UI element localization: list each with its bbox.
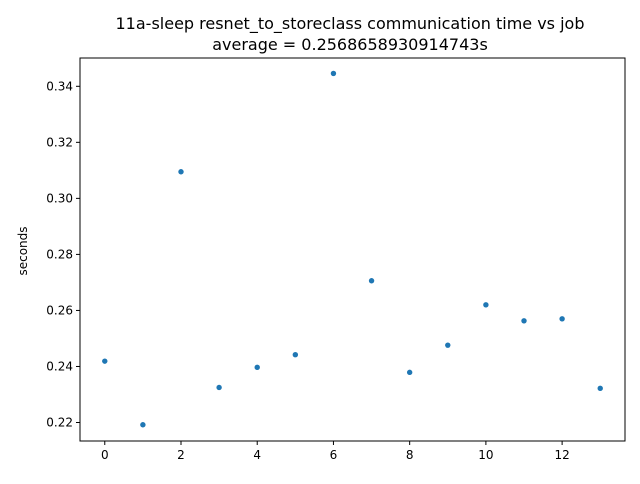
- y-tick-label: 0.34: [46, 79, 73, 93]
- x-tick-label: 10: [478, 448, 493, 462]
- x-tick-label: 4: [253, 448, 261, 462]
- data-point: [140, 422, 146, 428]
- y-tick-label: 0.22: [46, 416, 73, 430]
- x-tick-label: 8: [406, 448, 414, 462]
- data-point: [292, 352, 299, 358]
- plot-frame: [79, 57, 626, 442]
- chart-title-line1: 11a-sleep resnet_to_storeclass communica…: [116, 14, 585, 34]
- data-point: [597, 385, 603, 392]
- chart-title-line2: average = 0.2568658930914743s: [212, 35, 488, 54]
- y-tick-label: 0.28: [46, 247, 73, 261]
- data-point: [216, 384, 222, 391]
- data-point: [445, 342, 451, 348]
- data-point: [483, 302, 489, 308]
- data-points: [102, 70, 603, 428]
- y-tick-label: 0.32: [46, 135, 73, 149]
- data-point: [102, 358, 108, 364]
- data-point: [521, 318, 527, 324]
- data-point: [559, 316, 565, 322]
- data-point: [254, 364, 260, 371]
- data-point: [330, 70, 337, 77]
- y-tick-label: 0.30: [46, 191, 73, 205]
- x-tick-label: 12: [554, 448, 569, 462]
- y-tick-label: 0.26: [46, 303, 73, 317]
- x-tick-label: 0: [101, 448, 109, 462]
- data-point: [368, 278, 375, 284]
- y-tick-label: 0.24: [46, 359, 73, 373]
- axes: 0 2 4 6 8 10 12 0.22 0.24 0.26 0.28 0.30 0.32 0.34: [46, 79, 569, 462]
- data-point: [178, 169, 184, 175]
- y-axis-label: seconds: [16, 226, 30, 275]
- x-tick-label: 6: [330, 448, 338, 462]
- x-tick-label: 2: [177, 448, 185, 462]
- data-point: [406, 369, 413, 376]
